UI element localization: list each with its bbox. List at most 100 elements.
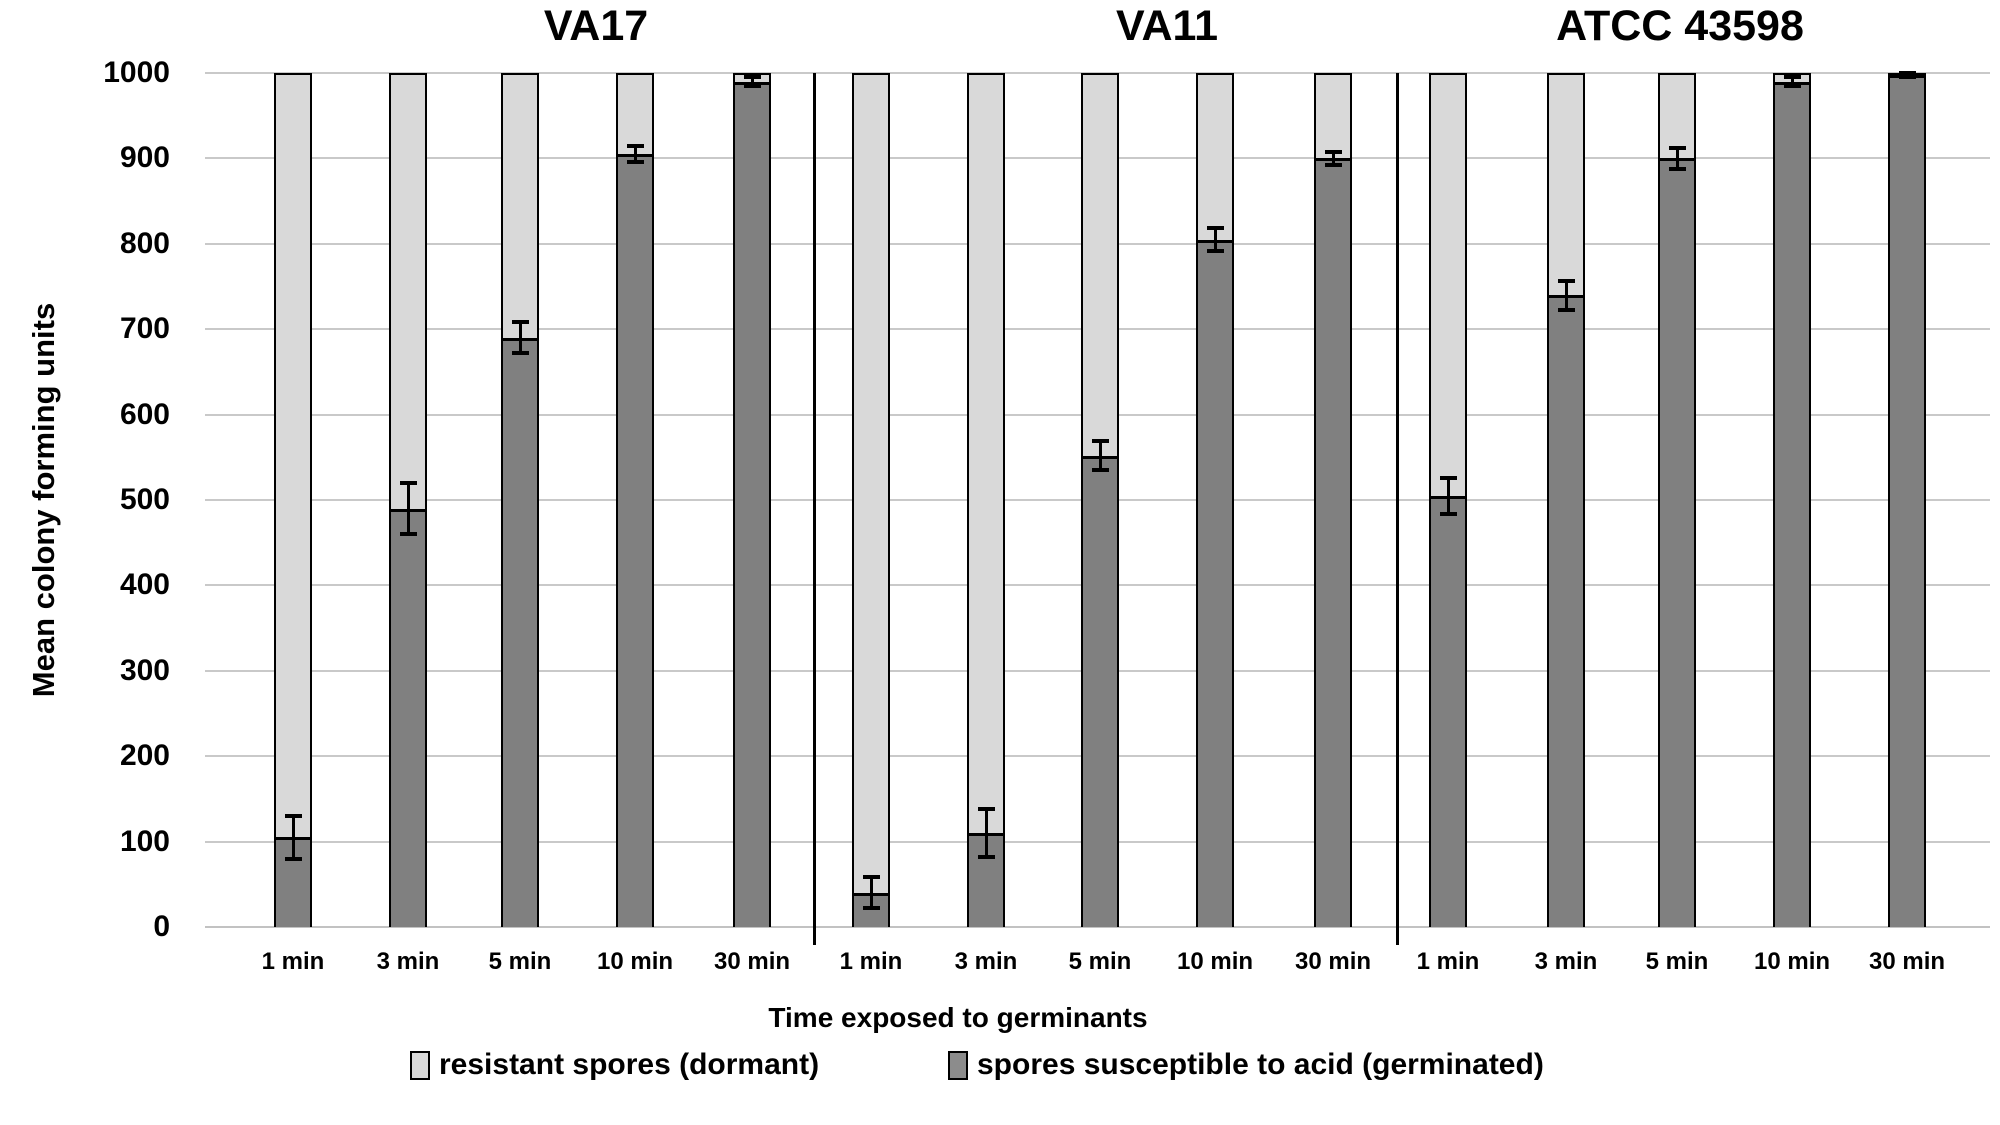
stacked-bar-VA11-1min [852,73,890,927]
y-tick-label-900: 900 [119,141,170,175]
x-tick-label: 10 min [1753,948,1831,975]
error-bar-cap-bottom [1439,511,1457,516]
error-bar-cap-bottom [1668,166,1686,171]
error-bar-cap-top [1557,278,1575,283]
segment-susceptible [616,154,654,927]
segment-susceptible [1888,74,1926,927]
legend-label-susceptible: spores susceptible to acid (germinated) [977,1048,1544,1081]
error-bar [1905,73,1909,78]
plot-area [205,71,1990,945]
x-axis-line [205,926,1990,928]
x-tick-label: 30 min [1868,948,1946,975]
error-bar [291,815,295,859]
stacked-bar-VA11-30min [1314,73,1352,927]
error-bar-cap-top [977,807,995,812]
x-tick-label: 1 min [839,948,903,975]
error-bar [406,482,410,535]
x-tick-label: 1 min [1416,948,1480,975]
stacked-bar-VA17-5min [501,73,539,927]
y-tick-label-400: 400 [119,568,170,602]
error-bar-cap-top [743,75,761,80]
x-tick-label: 10 min [1176,948,1254,975]
group-title-VA17: VA17 [543,2,649,50]
error-bar-cap-top [511,320,529,325]
segment-susceptible [1658,158,1696,927]
y-tick-label-700: 700 [119,312,170,346]
legend-swatch-susceptible-icon [948,1050,968,1080]
error-bar-cap-bottom [626,159,644,164]
error-bar-cap-top [1783,75,1801,80]
error-bar-cap-top [1898,71,1916,75]
x-tick-label: 30 min [713,948,791,975]
segment-susceptible [1081,455,1119,927]
error-bar-cap-bottom [399,532,417,537]
stacked-bar-ATCC43598-3min [1547,73,1585,927]
error-bar-cap-top [1206,226,1224,231]
error-bar-cap-bottom [1324,163,1342,168]
segment-susceptible [967,833,1005,927]
error-bar [869,877,873,909]
segment-susceptible [733,81,771,927]
y-tick-label-600: 600 [119,397,170,431]
x-tick-label: 5 min [488,948,552,975]
y-tick-label-300: 300 [119,653,170,687]
stacked-bar-VA11-3min [967,73,1005,927]
x-tick-label: 3 min [1534,948,1598,975]
stacked-bar-VA17-1min [274,73,312,927]
stacked-bar-VA17-10min [616,73,654,927]
error-bar [1213,228,1217,251]
group-title-VA11: VA11 [1116,2,1218,50]
error-bar-cap-top [399,480,417,485]
error-bar-cap-top [862,875,880,880]
segment-susceptible [1196,239,1234,927]
stacked-bar-ATCC43598-5min [1658,73,1696,927]
error-bar-cap-bottom [511,351,529,356]
stacked-bar-ATCC43598-1min [1429,73,1467,927]
segment-susceptible [1314,158,1352,927]
error-bar [1446,477,1450,514]
segment-susceptible [1429,495,1467,927]
x-tick-label: 5 min [1645,948,1709,975]
error-bar-cap-top [626,144,644,149]
x-tick-label: 5 min [1068,948,1132,975]
error-bar [1098,441,1102,471]
group-title-ATCC43598: ATCC 43598 [1556,2,1804,50]
y-tick-label-200: 200 [119,739,170,773]
error-bar-cap-bottom [1091,468,1109,473]
error-bar [750,77,754,86]
error-bar-cap-top [1439,475,1457,480]
group-separator-1 [813,73,816,945]
x-tick-label: 10 min [596,948,674,975]
error-bar-cap-bottom [1206,248,1224,253]
segment-susceptible [389,508,427,927]
x-axis-title: Time exposed to germinants [768,1002,1148,1033]
error-bar [1564,280,1568,310]
error-bar [518,322,522,354]
segment-susceptible [1547,295,1585,927]
error-bar-cap-top [1324,149,1342,154]
error-bar-cap-top [284,813,302,818]
x-tick-label: 1 min [261,948,325,975]
error-bar [633,146,637,162]
error-bar-cap-top [1091,439,1109,444]
error-bar-cap-bottom [1783,83,1801,88]
error-bar-cap-bottom [862,906,880,911]
segment-susceptible [1773,81,1811,927]
error-bar-cap-top [1668,146,1686,151]
x-tick-label: 3 min [376,948,440,975]
error-bar-cap-bottom [977,854,995,859]
legend-label-resistant: resistant spores (dormant) [439,1048,820,1081]
y-tick-label-0: 0 [153,910,170,943]
stacked-bar-VA11-5min [1081,73,1119,927]
error-bar-cap-bottom [284,856,302,861]
error-bar-cap-bottom [743,83,761,88]
error-bar-cap-bottom [1557,307,1575,312]
y-tick-label-1000: 1000 [103,56,170,89]
stacked-bar-VA11-10min [1196,73,1234,927]
error-bar [1675,148,1679,169]
error-bar [1331,151,1335,166]
x-tick-label: 3 min [954,948,1018,975]
error-bar [984,809,988,857]
legend-item-susceptible: spores susceptible to acid (germinated) [948,1048,1544,1082]
y-tick-label-800: 800 [119,226,170,260]
